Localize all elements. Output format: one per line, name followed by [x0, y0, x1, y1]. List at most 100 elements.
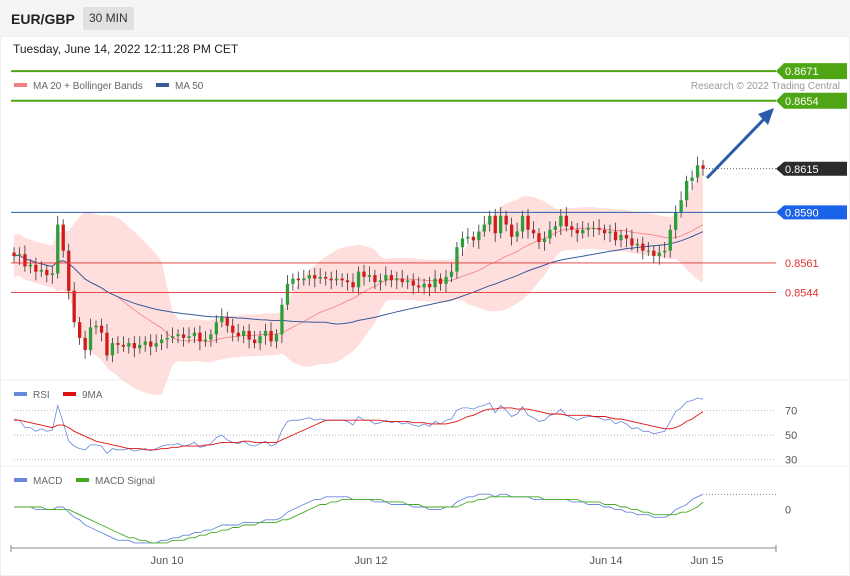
- macd-tick-label: 0: [785, 505, 791, 517]
- candle-body: [181, 334, 186, 338]
- candle-body: [652, 250, 656, 256]
- candle-body: [400, 278, 404, 283]
- candle-body: [154, 343, 158, 347]
- candle-body: [220, 317, 224, 323]
- candle-body: [592, 228, 596, 230]
- candle-body: [253, 339, 257, 344]
- candle-body: [247, 330, 251, 340]
- candle-body: [646, 250, 650, 252]
- macd-panel: 0: [14, 493, 791, 544]
- candle-body: [493, 215, 497, 234]
- candle-body: [356, 271, 361, 288]
- candle-body: [203, 339, 208, 342]
- candle-body: [663, 250, 667, 253]
- time-tick-label: Jun 15: [690, 555, 723, 567]
- candle-body: [471, 236, 475, 241]
- candle-body: [149, 341, 153, 347]
- candle-body: [285, 283, 290, 305]
- candle-body: [214, 322, 218, 335]
- candle-body: [329, 278, 333, 281]
- candle-body: [570, 226, 574, 230]
- candle-body: [56, 224, 60, 274]
- candle-body: [198, 332, 202, 342]
- forecast-arrow-head: [758, 108, 774, 125]
- candle-body: [553, 226, 557, 230]
- candle-body: [110, 343, 115, 356]
- candle-body: [351, 282, 355, 288]
- candle-body: [417, 285, 421, 288]
- legend-ma50: MA 50: [156, 81, 203, 92]
- chart-header: EUR/GBP 30 MIN: [0, 0, 850, 36]
- time-axis: Jun 10 Jun 12 Jun 14 Jun 15: [10, 545, 777, 567]
- candle-body: [209, 334, 213, 340]
- candle-body: [263, 330, 268, 337]
- candle-body: [444, 276, 448, 284]
- candle-body: [548, 229, 552, 239]
- legend-rsi: RSI: [14, 390, 50, 401]
- candle-body: [335, 278, 339, 281]
- timeframe-button[interactable]: 30 MIN: [83, 7, 134, 30]
- candle-body: [520, 215, 525, 232]
- candle-body: [61, 224, 65, 251]
- time-tick-label: Jun 14: [589, 555, 622, 567]
- candle-body: [695, 165, 700, 178]
- candle-body: [324, 276, 328, 279]
- candle-body: [674, 212, 678, 230]
- legend-ma20: MA 20 + Bollinger Bands: [14, 81, 143, 92]
- candle-body: [499, 215, 503, 234]
- candle-body: [559, 215, 563, 227]
- candle-body: [280, 304, 284, 335]
- candle-body: [389, 275, 393, 281]
- candle-body: [340, 278, 344, 281]
- candle-body: [378, 280, 382, 283]
- candle-body: [67, 250, 71, 291]
- candle-body: [690, 177, 694, 181]
- pivot-price-label: 0.8590: [785, 207, 819, 219]
- candle-body: [411, 280, 415, 286]
- support-price-label: 0.8544: [785, 288, 819, 300]
- rsi-tick-label: 50: [785, 430, 797, 442]
- candle-body: [291, 278, 295, 284]
- candle-body: [258, 336, 262, 344]
- candle-body: [307, 275, 311, 279]
- candle-body: [433, 278, 437, 288]
- candle-body: [274, 334, 279, 342]
- candle-body: [99, 325, 104, 333]
- rsi-line: [13, 397, 704, 455]
- candle-body: [428, 283, 432, 288]
- macd-signal-line: [14, 496, 704, 544]
- candle-body: [296, 278, 300, 281]
- candle-body: [345, 280, 350, 283]
- legend-macd-signal: MACD Signal: [76, 476, 155, 487]
- legend-macd-signal-label: MACD Signal: [95, 476, 156, 487]
- candle-body: [34, 264, 38, 272]
- candle-body: [460, 238, 465, 248]
- candle-body: [45, 269, 49, 276]
- candle-body: [39, 269, 43, 272]
- candle-body: [657, 252, 661, 256]
- candle-body: [477, 231, 481, 241]
- time-tick-label: Jun 12: [354, 555, 387, 567]
- candle-body: [94, 325, 98, 328]
- candle-body: [143, 341, 147, 345]
- last-price-tag: [776, 161, 847, 176]
- candle-body: [373, 275, 377, 283]
- legend-macd-label: MACD: [33, 476, 63, 487]
- candle-body: [269, 330, 273, 342]
- legend-macd-signal-swatch: [76, 478, 89, 483]
- time-tick-label: Jun 10: [150, 555, 183, 567]
- candle-body: [575, 229, 579, 234]
- candle-body: [641, 243, 645, 251]
- candle-body: [121, 344, 125, 347]
- candle-body: [531, 229, 536, 234]
- legend-rsi-label: RSI: [33, 390, 50, 401]
- candle-body: [542, 238, 547, 242]
- legend-rsi-ma-swatch: [63, 392, 76, 397]
- candle-body: [171, 336, 175, 338]
- candle-body: [138, 344, 142, 349]
- candle-body: [438, 278, 443, 284]
- ma50-line: [13, 231, 704, 325]
- legend-ma50-label: MA 50: [175, 81, 204, 92]
- target-price-label: 0.8654: [785, 96, 819, 108]
